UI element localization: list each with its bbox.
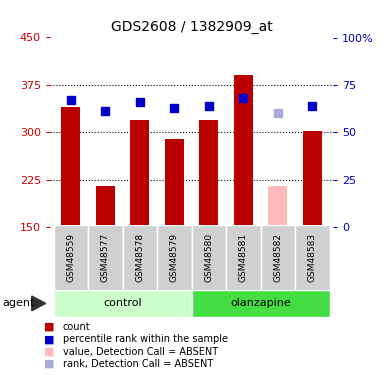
Bar (122, 225, 157, 291)
Bar (61, 107, 80, 227)
Bar (261, 225, 295, 291)
Text: GSM48578: GSM48578 (135, 233, 144, 282)
Bar (157, 225, 192, 291)
Text: GSM48581: GSM48581 (239, 233, 248, 282)
Text: count: count (63, 322, 90, 332)
Bar (88, 225, 122, 291)
Bar (192, 225, 226, 291)
Text: percentile rank within the sample: percentile rank within the sample (63, 334, 228, 344)
Text: ■: ■ (44, 334, 55, 344)
Bar (295, 225, 330, 291)
Bar (96, 186, 115, 227)
Bar (192, 290, 330, 317)
Text: GSM48583: GSM48583 (308, 233, 317, 282)
Bar (303, 131, 322, 227)
Polygon shape (32, 296, 45, 311)
Text: agent: agent (2, 298, 34, 308)
Text: GSM48579: GSM48579 (170, 233, 179, 282)
Bar (199, 120, 218, 227)
Bar (234, 75, 253, 227)
Text: olanzapine: olanzapine (230, 298, 291, 308)
Bar (226, 225, 261, 291)
Text: GSM48559: GSM48559 (66, 233, 75, 282)
Bar (165, 138, 184, 227)
Text: ■: ■ (44, 347, 55, 357)
Text: GSM48580: GSM48580 (204, 233, 213, 282)
Text: GSM48577: GSM48577 (101, 233, 110, 282)
Bar (54, 290, 192, 317)
Bar (54, 225, 88, 291)
Text: ■: ■ (44, 359, 55, 369)
Text: rank, Detection Call = ABSENT: rank, Detection Call = ABSENT (63, 359, 213, 369)
Text: GSM48582: GSM48582 (273, 233, 282, 282)
Text: ■: ■ (44, 322, 55, 332)
Bar (268, 186, 287, 227)
Text: control: control (103, 298, 142, 308)
Text: value, Detection Call = ABSENT: value, Detection Call = ABSENT (63, 347, 218, 357)
Title: GDS2608 / 1382909_at: GDS2608 / 1382909_at (110, 20, 273, 34)
Bar (130, 120, 149, 227)
